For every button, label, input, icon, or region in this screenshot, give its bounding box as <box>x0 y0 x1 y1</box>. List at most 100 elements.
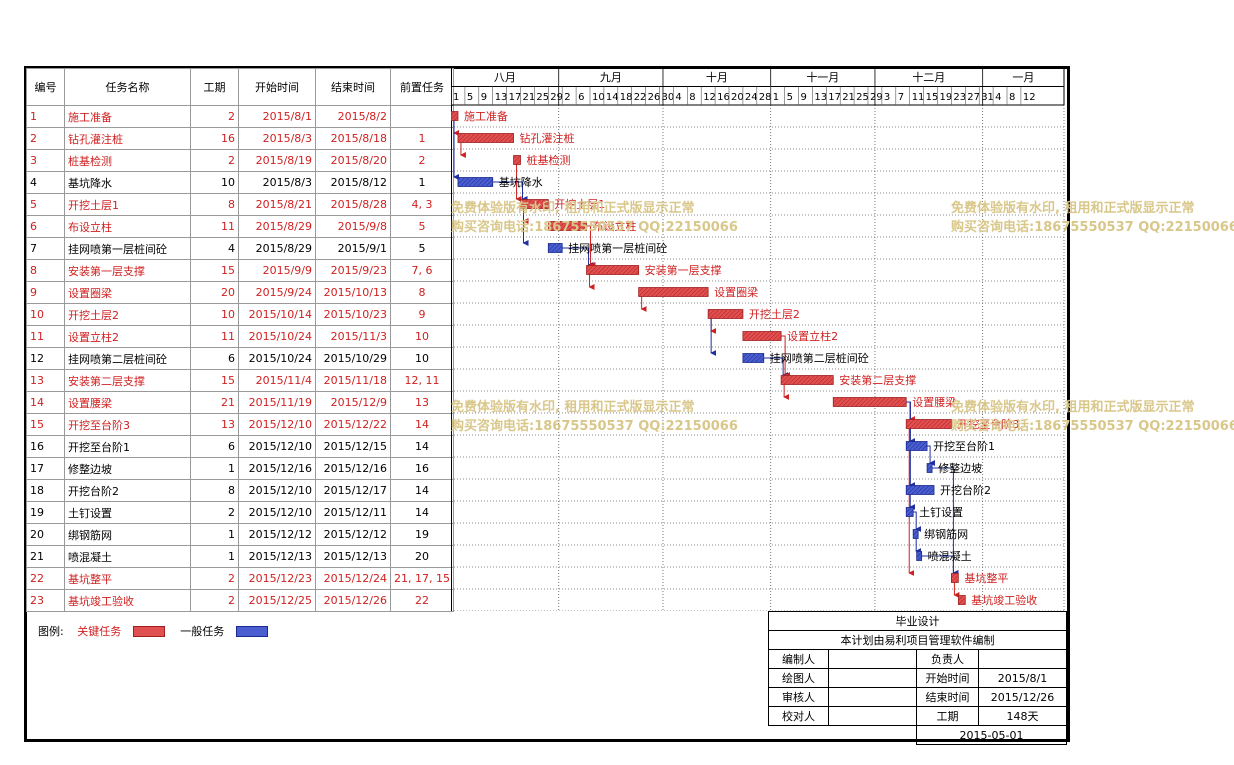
task-id: 17 <box>26 457 65 480</box>
day-label: 4 <box>675 92 681 103</box>
day-label: 9 <box>801 92 807 103</box>
col-header-pred: 前置任务 <box>390 68 454 106</box>
day-label: 13 <box>495 92 508 103</box>
day-label: 11 <box>912 92 925 103</box>
task-id: 12 <box>26 347 65 370</box>
task-end: 2015/8/2 <box>315 105 391 128</box>
table-row: 7 挂网喷第一层桩间砼 4 2015/8/29 2015/9/1 5 <box>26 237 454 260</box>
gantt-bar <box>916 551 923 561</box>
checker-label: 校对人 <box>768 706 829 726</box>
task-duration: 16 <box>190 127 239 150</box>
task-end: 2015/12/11 <box>315 501 391 524</box>
bar-label: 开挖至台阶3 <box>957 417 1019 431</box>
task-start: 2015/10/24 <box>238 325 316 348</box>
table-row: 17 修整边坡 1 2015/12/16 2015/12/16 16 <box>26 457 454 480</box>
task-id: 14 <box>26 391 65 414</box>
task-duration: 2 <box>190 589 239 612</box>
table-row: 4 基坑降水 10 2015/8/3 2015/8/12 1 <box>26 171 454 194</box>
day-label: 25 <box>856 92 869 103</box>
table-row: 22 基坑整平 2 2015/12/23 2015/12/24 21, 17, 15 <box>26 567 454 590</box>
task-duration: 20 <box>190 281 239 304</box>
bar-label: 绑钢筋网 <box>924 527 968 541</box>
title-block-date: 2015-05-01 <box>916 725 1067 745</box>
dependency-arrow <box>763 357 789 378</box>
table-row: 16 开挖至台阶1 6 2015/12/10 2015/12/15 14 <box>26 435 454 458</box>
bar-label: 挂网喷第二层桩间砼 <box>770 351 869 365</box>
table-row: 11 设置立柱2 11 2015/10/24 2015/11/3 10 <box>26 325 454 348</box>
watermark-line1: 免费体验版有水印, 租用和正式版显示正常 <box>951 400 1195 415</box>
task-name: 修整边坡 <box>64 457 191 480</box>
table-row: 3 桩基检测 2 2015/8/19 2015/8/20 2 <box>26 149 454 172</box>
gantt-bar <box>832 397 907 407</box>
task-duration: 15 <box>190 259 239 282</box>
title-block: 毕业设计 本计划由易利项目管理软件编制 编制人 负责人 绘图人 开始时间 2015… <box>768 611 1067 745</box>
task-name: 安装第一层支撑 <box>64 259 191 282</box>
task-start: 2015/8/29 <box>238 237 316 260</box>
task-duration: 1 <box>190 457 239 480</box>
title-block-blank <box>768 725 917 745</box>
task-name: 开挖土层1 <box>64 193 191 216</box>
day-label: 10 <box>592 92 605 103</box>
task-id: 18 <box>26 479 65 502</box>
watermark-line1: 免费体验版有水印, 租用和正式版显示正常 <box>451 201 695 216</box>
task-name: 挂网喷第二层桩间砼 <box>64 347 191 370</box>
bar-label: 基坑竣工验收 <box>971 593 1037 607</box>
day-label: 21 <box>523 92 536 103</box>
day-label: 18 <box>620 92 633 103</box>
watermark-line2: 购买咨询电话:18675550537 QQ:22150066 <box>951 419 1234 434</box>
bar-label: 基坑降水 <box>499 175 543 189</box>
task-end: 2015/12/22 <box>315 413 391 436</box>
bar-label: 土钉设置 <box>919 506 963 519</box>
task-name: 基坑整平 <box>64 567 191 590</box>
day-label: 28 <box>759 92 772 103</box>
task-start: 2015/8/29 <box>238 215 316 238</box>
table-row: 21 喷混凝土 1 2015/12/13 2015/12/13 20 <box>26 545 454 568</box>
watermark: 免费体验版有水印, 租用和正式版显示正常 购买咨询电话:18675550537 … <box>451 398 738 436</box>
drawer-label: 绘图人 <box>768 668 829 688</box>
task-table: 编号 任务名称 工期 开始时间 结束时间 前置任务 1 施工准备 2 2015/8/1… <box>26 68 454 612</box>
table-row: 15 开挖至台阶3 13 2015/12/10 2015/12/22 14 <box>26 413 454 436</box>
task-id: 9 <box>26 281 65 304</box>
task-start: 2015/11/19 <box>238 391 316 414</box>
task-pred: 21, 17, 15 <box>390 567 454 590</box>
task-pred: 16 <box>390 457 454 480</box>
task-pred: 14 <box>390 413 454 436</box>
task-end: 2015/8/18 <box>315 127 391 150</box>
dependency-arrow <box>906 401 916 422</box>
end-label: 结束时间 <box>916 687 979 707</box>
table-header: 编号 任务名称 工期 开始时间 结束时间 前置任务 <box>26 68 454 106</box>
start-value: 2015/8/1 <box>978 668 1067 688</box>
task-duration: 11 <box>190 325 239 348</box>
task-id: 20 <box>26 523 65 546</box>
month-label: 一月 <box>1012 71 1034 84</box>
day-label: 15 <box>926 92 939 103</box>
col-header-duration: 工期 <box>190 68 239 106</box>
table-row: 5 开挖土层1 8 2015/8/21 2015/8/28 4, 3 <box>26 193 454 216</box>
table-row: 10 开挖土层2 10 2015/10/14 2015/10/23 9 <box>26 303 454 326</box>
end-value: 2015/12/26 <box>978 687 1067 707</box>
task-end: 2015/10/23 <box>315 303 391 326</box>
gantt-bar <box>950 573 959 583</box>
task-name: 开挖土层2 <box>64 303 191 326</box>
task-pred: 5 <box>390 215 454 238</box>
day-label: 17 <box>509 92 522 103</box>
table-row: 12 挂网喷第二层桩间砼 6 2015/10/24 2015/10/29 10 <box>26 347 454 370</box>
task-name: 开挖至台阶1 <box>64 435 191 458</box>
gantt-bar <box>905 441 928 451</box>
task-pred: 13 <box>390 391 454 414</box>
task-id: 8 <box>26 259 65 282</box>
task-start: 2015/12/10 <box>238 479 316 502</box>
task-start: 2015/12/10 <box>238 501 316 524</box>
task-start: 2015/12/23 <box>238 567 316 590</box>
watermark-line1: 免费体验版有水印, 租用和正式版显示正常 <box>951 201 1195 216</box>
table-row: 2 钻孔灌注桩 16 2015/8/3 2015/8/18 1 <box>26 127 454 150</box>
gantt-bar <box>742 331 782 341</box>
editor-value <box>828 649 917 669</box>
bar-label: 开挖土层2 <box>749 307 800 321</box>
table-row: 19 土钉设置 2 2015/12/10 2015/12/11 14 <box>26 501 454 524</box>
dependency-arrow <box>932 467 959 576</box>
watermark: 免费体验版有水印, 租用和正式版显示正常 购买咨询电话:18675550537 … <box>951 199 1234 237</box>
chart-frame <box>24 66 1070 742</box>
task-start: 2015/9/9 <box>238 259 316 282</box>
task-pred: 9 <box>390 303 454 326</box>
